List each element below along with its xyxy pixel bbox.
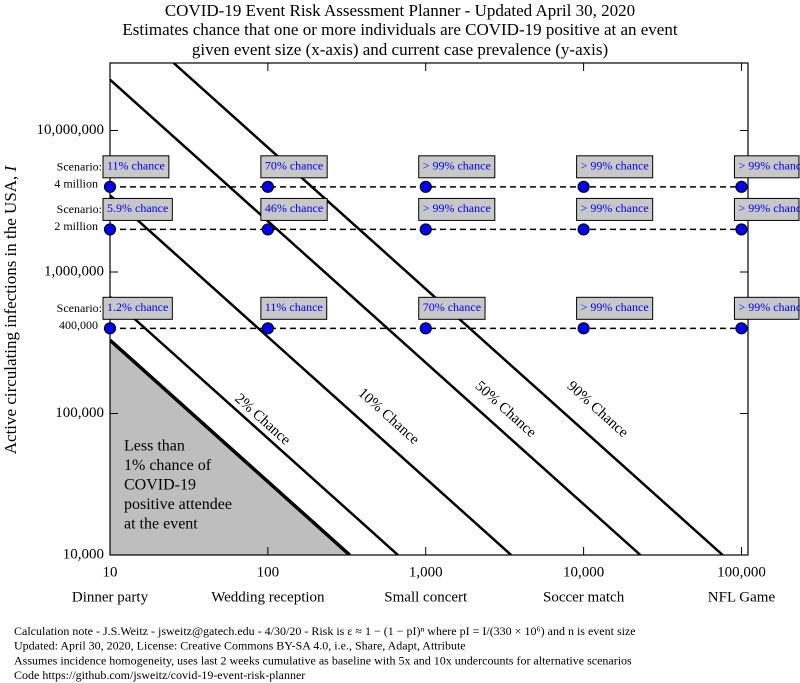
scenario-prefix: Scenario: [57,301,102,315]
scenario-label: 400,000 [59,318,98,332]
x-category-label: Soccer match [543,589,625,605]
annotation-box [418,155,496,179]
x-category-label: NFL Game [708,589,776,605]
annotation-box [418,197,496,221]
scenario-point [419,180,432,193]
scenario-point [103,223,117,236]
scenario-point [577,322,590,335]
region-label: positive attendee [124,496,232,513]
region-label: Less than [124,438,185,455]
y-tick-label: 10,000 [63,546,104,562]
risk-line-label: 10% Chance [355,385,423,448]
footnote: Calculation note - J.S.Weitz - jsweitz@g… [14,624,636,638]
chart-subtitle: Estimates chance that one or more indivi… [122,20,677,39]
risk-line [110,78,642,555]
x-category-label: Small concert [384,589,468,605]
annotation-box [102,155,170,179]
annotation-text: 46% chance [265,201,323,215]
scenario-point [261,180,274,193]
annotation-text: 11% chance [265,300,323,314]
scenario-point [103,180,117,193]
scenario-point [419,223,432,236]
risk-line [110,194,513,555]
annotation-text: > 99% chance [423,159,491,173]
x-tick-label: 100 [257,564,280,580]
annotation-box [733,197,800,221]
annotation-box [733,296,800,320]
chart-subtitle: given event size (x-axis) and current ca… [192,40,608,59]
y-axis-label: Active circulating infections in the USA… [1,164,20,454]
scenario-prefix: Scenario: [57,202,102,216]
annotation-box [102,296,173,320]
risk-line-label: 50% Chance [472,378,540,441]
scenario-point [261,322,274,335]
scenario-point [577,180,590,193]
annotation-text: 1.2% chance [107,300,168,314]
annotation-text: 70% chance [265,159,323,173]
x-category-label: Dinner party [72,589,149,605]
scenario-point [735,322,748,335]
annotation-text: > 99% chance [581,201,649,215]
scenario-label: 4 million [54,177,98,191]
scenario-prefix: Scenario: [57,160,102,174]
region-boundary [110,338,351,555]
x-tick-label: 1,000 [409,564,443,580]
annotation-text: > 99% chance [738,300,800,314]
x-tick-label: 100,000 [717,564,766,580]
scenario-point [577,223,590,236]
annotation-box [576,296,654,320]
y-axis-label-text: Active circulating infections in the USA… [1,176,20,455]
scenario-point [735,180,748,193]
x-category-label: Wedding reception [211,589,325,605]
annotation-text: 70% chance [423,300,481,314]
x-tick-label: 10 [103,564,118,580]
x-tick-label: 10,000 [563,564,604,580]
footnote: Assumes incidence homogeneity, uses last… [14,653,632,667]
scenario-label: 2 million [54,219,98,233]
annotation-box [260,155,328,179]
annotation-text: > 99% chance [581,159,649,173]
risk-line-label: 90% Chance [564,378,632,441]
y-tick-label: 10,000,000 [37,122,105,138]
y-tick-label: 1,000,000 [44,263,104,279]
annotation-box [260,197,328,221]
annotation-box [576,155,654,179]
annotation-text: > 99% chance [738,201,800,215]
risk-line-label: 2% Chance [231,391,293,449]
annotation-text: > 99% chance [738,159,800,173]
annotation-box [576,197,654,221]
annotation-text: 5.9% chance [107,201,168,215]
annotation-text: > 99% chance [423,201,491,215]
y-tick-label: 100,000 [55,405,104,421]
annotation-text: > 99% chance [581,300,649,314]
scenario-point [419,322,432,335]
risk-line [110,295,399,555]
region-label: at the event [124,516,198,533]
annotation-box [260,296,328,320]
annotation-box [418,296,486,320]
annotation-box [102,197,173,221]
scenario-point [735,223,748,236]
y-axis-label-var: I [1,164,20,172]
region-label: 1% chance of [124,457,212,474]
annotation-box [733,155,800,179]
annotation-text: 11% chance [107,159,165,173]
footnote: Code https://github.com/jsweitz/covid-19… [14,668,305,682]
scenario-point [261,223,274,236]
footnote: Updated: April 30, 2020, License: Creati… [14,639,466,653]
region-label: COVID-19 [124,477,196,494]
chart-title: COVID-19 Event Risk Assessment Planner -… [165,1,635,20]
scenario-point [103,322,117,335]
